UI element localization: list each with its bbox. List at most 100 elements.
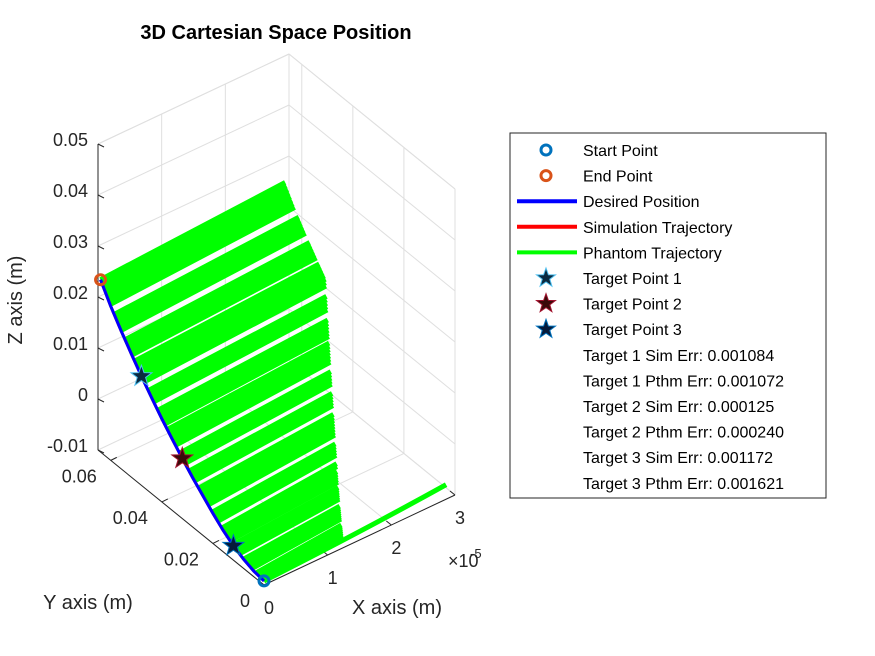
z-tick-mark: [97, 449, 105, 454]
phantom-line: [174, 360, 332, 448]
phantom-line: [202, 424, 336, 500]
phantom-line: [171, 353, 332, 443]
phantom-line: [163, 334, 330, 427]
phantom-line: [193, 403, 335, 484]
phantom-line: [99, 180, 287, 282]
phantom-line: [201, 421, 336, 498]
phantom-line: [197, 412, 335, 491]
y-tick-label: 0: [240, 591, 250, 611]
phantom-line: [148, 297, 328, 396]
legend-entry: Start Point: [539, 143, 658, 160]
legend-label: End Point: [583, 169, 653, 186]
phantom-line: [123, 240, 311, 342]
z-tick-label: 0.02: [53, 283, 88, 303]
phantom-line: [113, 214, 300, 317]
legend-entry: Desired Position: [517, 194, 700, 211]
phantom-line: [100, 183, 288, 286]
legend-label: Target 1 Pthm Err: 0.001072: [583, 373, 784, 390]
legend-label: Target 1 Sim Err: 0.001084: [583, 348, 774, 365]
grid-line: [288, 104, 456, 241]
z-tick-label: 0.05: [53, 130, 88, 150]
phantom-line: [198, 415, 335, 493]
legend-label: Target 2 Pthm Err: 0.000240: [583, 425, 784, 442]
legend-label: Start Point: [583, 143, 658, 160]
phantom-line: [125, 243, 313, 346]
legend-label: Desired Position: [583, 194, 700, 211]
x-tick-label: 2: [391, 538, 401, 558]
legend-label: Target Point 1: [583, 271, 682, 288]
phantom-line: [119, 231, 307, 333]
target-point-2: [170, 445, 195, 469]
phantom-line: [170, 350, 331, 440]
phantom-line: [138, 273, 326, 376]
chart-title: 3D Cartesian Space Position: [140, 22, 411, 44]
z-tick-label: 0: [78, 385, 88, 405]
legend-entry: Target Point 1: [535, 266, 682, 288]
phantom-line: [147, 294, 328, 393]
phantom-line: [162, 331, 330, 424]
z-tick-mark: [97, 296, 105, 301]
phantom-line: [140, 277, 327, 379]
legend-entry: Target 3 Pthm Err: 0.001621: [583, 476, 784, 493]
phantom-line: [142, 283, 328, 385]
phantom-trajectory: [99, 180, 448, 584]
phantom-line: [104, 194, 292, 297]
phantom-line: [129, 252, 317, 355]
z-tick-label: 0.04: [53, 181, 88, 201]
legend-circle-marker: [539, 169, 553, 183]
legend: Start Point End Point Desired Position Simu…: [509, 132, 827, 499]
phantom-line: [181, 375, 333, 461]
x-tick-label: 3: [455, 508, 465, 528]
phantom-line: [183, 381, 333, 466]
phantom-line: [118, 227, 306, 330]
phantom-line: [262, 482, 448, 584]
phantom-line: [157, 321, 330, 416]
legend-star-marker: [535, 317, 557, 339]
phantom-line: [166, 340, 331, 432]
x-tick-mark: [386, 520, 392, 526]
x-exponent-base: ×10: [448, 551, 479, 571]
phantom-line: [114, 218, 302, 320]
x-tick-mark: [449, 490, 456, 496]
phantom-line: [130, 255, 318, 358]
box-edge: [288, 53, 456, 190]
phantom-line: [134, 264, 322, 367]
y-axis-label: Y axis (m): [43, 592, 133, 614]
phantom-line: [136, 267, 324, 370]
legend-star-marker: [535, 266, 557, 288]
y-tick-mark: [161, 498, 169, 503]
target-point-3: [221, 533, 246, 556]
phantom-line: [168, 347, 331, 438]
phantom-line: [115, 221, 303, 324]
phantom-line: [212, 444, 337, 517]
phantom-line: [133, 261, 321, 364]
phantom-line: [108, 205, 296, 307]
phantom-line: [152, 307, 329, 405]
legend-label: Target Point 3: [583, 322, 682, 339]
legend-entry: Target Point 2: [535, 292, 682, 314]
phantom-line: [242, 504, 341, 562]
phantom-line: [137, 270, 325, 373]
phantom-line: [205, 429, 336, 505]
phantom-line: [160, 327, 330, 421]
phantom-line: [117, 224, 305, 327]
y-tick-mark: [110, 456, 117, 461]
phantom-line: [200, 418, 336, 496]
phantom-line: [103, 190, 291, 293]
grid-line: [97, 155, 290, 247]
phantom-line: [216, 453, 338, 524]
legend-label: Target 3 Pthm Err: 0.001621: [583, 476, 784, 493]
phantom-line: [221, 464, 339, 533]
x-tick-label: 0: [264, 598, 274, 618]
phantom-line: [107, 201, 295, 304]
phantom-line: [149, 301, 329, 399]
phantom-line: [190, 397, 334, 479]
legend-label: Target Point 2: [583, 297, 682, 314]
y-tick-label: 0.02: [164, 549, 199, 569]
legend-star-marker: [535, 292, 557, 313]
phantom-line: [102, 187, 290, 290]
phantom-line: [126, 246, 314, 349]
phantom-line: [141, 280, 327, 382]
legend-entry: Target Point 3: [535, 317, 682, 339]
x-axis-label: X axis (m): [352, 597, 442, 619]
